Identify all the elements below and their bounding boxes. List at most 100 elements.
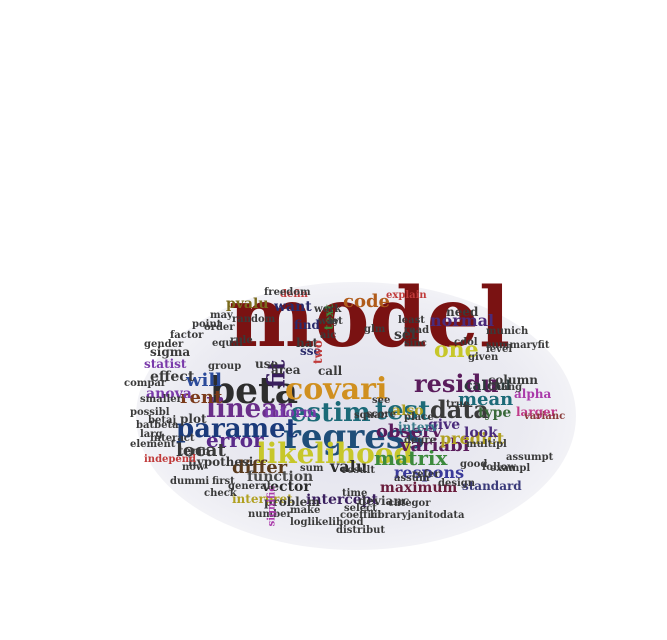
word-inform: inform [264, 405, 318, 421]
word-devianc: devianc [358, 494, 410, 508]
word-maximum: maximum [380, 480, 458, 496]
word-varianc: varianc [524, 411, 566, 422]
word-possibl: possibl [130, 407, 170, 418]
word-intercept: intercept [306, 492, 378, 508]
word-random: random [232, 314, 276, 325]
word-variabl: variabl [400, 435, 470, 456]
word-regress: regress [283, 417, 425, 457]
word-read: read [404, 325, 430, 336]
word-place: place [404, 412, 434, 423]
word-coeffici: coeffici [340, 510, 382, 521]
word-squar: squar [354, 410, 386, 421]
word-interv: interv [398, 420, 438, 434]
word-vector: vector [262, 479, 311, 495]
word-two: two [310, 340, 325, 364]
word-linear: linear [206, 394, 292, 424]
word-data: data [430, 395, 489, 424]
word-compar: compar [124, 378, 167, 389]
word-design: design [438, 478, 476, 489]
word-loglikelihood: loglikelihood [290, 517, 364, 528]
word-will: will [186, 370, 223, 391]
word-plot: plot [180, 412, 207, 426]
word-batbeta: batbeta [136, 420, 179, 431]
word-group: group [208, 361, 242, 372]
word-given: given [468, 352, 499, 363]
word-element: element [130, 439, 176, 450]
word-categor: categor [388, 498, 431, 509]
word-function: function [247, 469, 314, 485]
word-likelihood: likelihood [256, 437, 414, 470]
word-now: now [182, 462, 205, 473]
word-test: test [375, 396, 431, 426]
word-sinc: sinc [404, 338, 427, 349]
word-sum: sum [300, 463, 324, 474]
word-beta: beta [210, 370, 299, 412]
word-defin: defin [280, 289, 308, 300]
word-larg: larg [140, 429, 163, 440]
word-use: use [255, 357, 279, 371]
word-observ: observ [376, 421, 443, 442]
word-mean: mean [458, 389, 514, 410]
word-munich: munich [486, 326, 529, 337]
word-level: level [486, 344, 513, 355]
word-aic: aic [320, 330, 337, 341]
word-assum: assum [394, 473, 430, 484]
word-calcul: calcul [464, 378, 511, 394]
word-multipl: multipl [466, 439, 507, 450]
word-least: least [398, 315, 425, 326]
word-want: want [274, 299, 312, 315]
word-model: model [228, 270, 511, 366]
word-give: give [428, 417, 461, 433]
word-estim: estim [290, 398, 371, 428]
word-order: order [204, 322, 235, 333]
word-libraryjanitodata: libraryjanitodata [370, 510, 465, 521]
word-set: set [394, 327, 418, 343]
word-betaj: betaj [148, 415, 177, 426]
word-first: first [212, 476, 235, 487]
word-area: area [271, 363, 301, 377]
word-independ: independ [144, 454, 197, 465]
word-glm: glm [364, 324, 386, 335]
word-freedom: freedom [264, 287, 311, 298]
word-refer: refer [412, 469, 440, 480]
word-result: result [342, 465, 375, 476]
word-pvalu: pvalu [226, 296, 269, 312]
word-way: way [318, 316, 339, 327]
word-rent: rent [180, 387, 223, 408]
word-general: general [228, 481, 271, 492]
word-hypothesi: hypothesi [188, 455, 254, 469]
word-problem: problem [264, 495, 320, 509]
word-let: let [328, 316, 343, 327]
word-sse: sse [300, 344, 322, 358]
word-hat: hat [296, 336, 319, 350]
word-may: may [210, 310, 233, 321]
word-type: type [478, 405, 512, 421]
word-good: good [460, 459, 488, 470]
word-exampl: exampl [490, 463, 531, 474]
word-one: one [434, 337, 479, 363]
word-predict: predict [440, 429, 505, 448]
word-select: select [344, 503, 377, 514]
word-factor: factor [170, 330, 204, 341]
word-respons: respons [394, 463, 465, 482]
word-cloud-filler-background [136, 282, 576, 550]
word-smaller: smaller [140, 394, 182, 405]
word-check: check [204, 488, 237, 499]
word-code: code [343, 291, 391, 312]
word-find: find [294, 318, 320, 332]
word-error: error [206, 428, 264, 452]
word-valu: valu [330, 457, 368, 476]
word-number: number [248, 509, 292, 520]
word-differ: differ [232, 457, 288, 478]
word-distribut: distribut [336, 525, 385, 536]
word-work: work [314, 304, 342, 315]
word-equal: equal [212, 338, 243, 349]
word-rule: rule [230, 335, 253, 346]
word-assumpt: assumpt [506, 452, 554, 463]
word-chang: chang [488, 382, 523, 393]
word-gender: gender [144, 339, 184, 350]
word-paramet: paramet [176, 414, 298, 444]
word-locat: locat [176, 440, 226, 461]
word-normal: normal [430, 311, 495, 330]
